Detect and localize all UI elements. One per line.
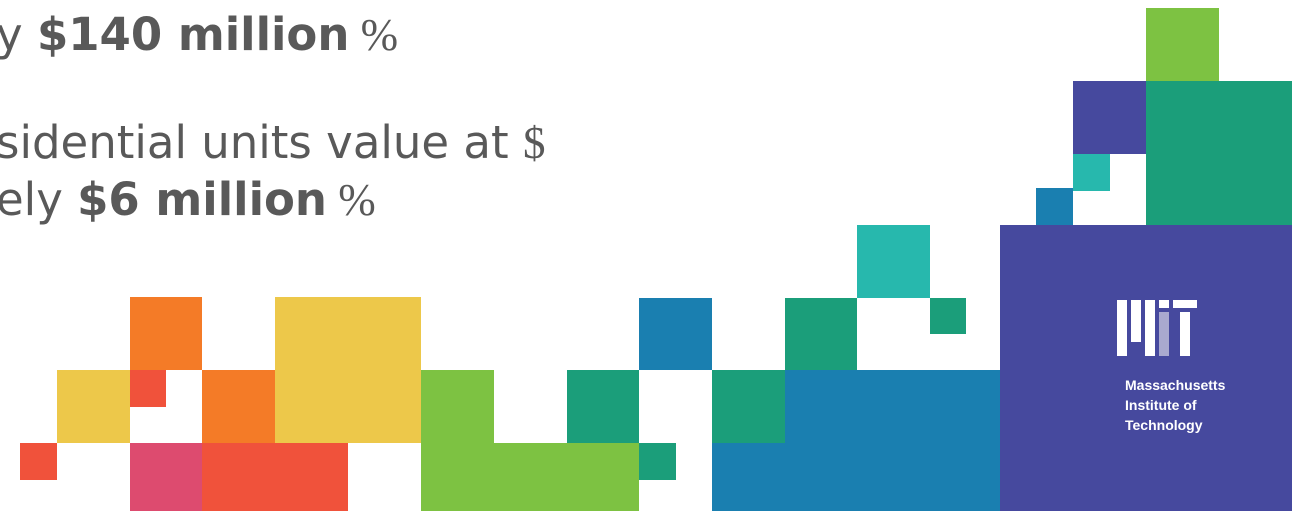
text-run: % — [349, 10, 398, 60]
text-run: % — [327, 175, 376, 225]
logo-line: Institute of — [1125, 397, 1197, 414]
text-run: y — [0, 8, 37, 61]
decoration — [0, 0, 1292, 511]
logo-line: Massachusetts — [1125, 377, 1225, 394]
logo-line: Technology — [1125, 417, 1203, 434]
text-run: $6 million — [77, 173, 327, 226]
slide: y $140 million % sidential units value at… — [0, 0, 1292, 511]
text-line: ely $6 million % — [0, 177, 376, 223]
squares — [20, 8, 1292, 511]
text-run: $ — [523, 118, 546, 168]
text-run: sidential units value at — [0, 116, 523, 169]
text-run: $140 million — [37, 8, 349, 61]
text-line: y $140 million % — [0, 12, 398, 58]
text-run: ely — [0, 173, 77, 226]
text-line: sidential units value at $ — [0, 120, 545, 166]
